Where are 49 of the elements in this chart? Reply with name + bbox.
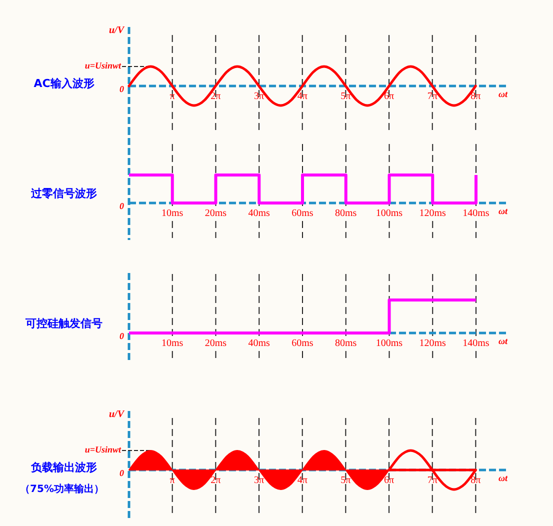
x-tick-label: 80ms bbox=[335, 208, 357, 219]
x-tick-label: 3π bbox=[254, 91, 264, 102]
x-tick-label: 7π bbox=[427, 91, 438, 102]
x-tick-label: 2π bbox=[210, 91, 221, 102]
text: 0 bbox=[120, 468, 124, 478]
x-axis-title: ωt bbox=[498, 89, 508, 99]
x-axis-title: ωt bbox=[498, 206, 508, 216]
x-tick-label: 8π bbox=[470, 475, 481, 486]
x-tick-label: π bbox=[170, 475, 175, 486]
x-tick-label: 140ms bbox=[462, 338, 490, 349]
x-tick-label: 140ms bbox=[462, 208, 490, 219]
annotation: u=Usinwt bbox=[84, 60, 122, 70]
x-tick-label: 100ms bbox=[376, 208, 403, 219]
x-tick-label: 20ms bbox=[204, 338, 227, 349]
x-tick-label: 10ms bbox=[162, 208, 184, 219]
x-tick-label: 60ms bbox=[292, 208, 314, 219]
annotation: u=Usinwt bbox=[84, 444, 122, 454]
x-tick-label: 60ms bbox=[292, 338, 314, 349]
x-tick-label: 40ms bbox=[248, 208, 270, 219]
x-tick-label: 20ms bbox=[204, 208, 227, 219]
x-tick-label: 6π bbox=[384, 91, 394, 102]
x-tick-label: 5π bbox=[340, 475, 351, 486]
text: 可控硅触发信号 bbox=[24, 317, 102, 330]
x-tick-label: 5π bbox=[340, 91, 351, 102]
x-tick-label: 4π bbox=[297, 475, 308, 486]
x-axis-title: ωt bbox=[498, 336, 508, 346]
x-tick-label: 40ms bbox=[248, 338, 270, 349]
x-tick-label: 10ms bbox=[162, 338, 184, 349]
x-tick-label: 3π bbox=[254, 475, 264, 486]
text: （75%功率输出） bbox=[20, 483, 104, 495]
x-tick-label: 2π bbox=[210, 475, 221, 486]
text: 0 bbox=[120, 84, 124, 94]
y-axis-title: u/V bbox=[108, 409, 126, 420]
text: 0 bbox=[120, 331, 124, 341]
x-tick-label: 120ms bbox=[419, 208, 446, 219]
x-tick-label: 8π bbox=[470, 91, 481, 102]
x-tick-label: 4π bbox=[297, 91, 308, 102]
y-axis-title: u/V bbox=[108, 25, 126, 36]
x-tick-label: 6π bbox=[384, 475, 394, 486]
x-tick-label: 120ms bbox=[419, 338, 446, 349]
text: 负载输出波形 bbox=[30, 461, 97, 474]
x-axis-title: ωt bbox=[498, 473, 508, 483]
text: 过零信号波形 bbox=[30, 187, 97, 200]
text: AC输入波形 bbox=[34, 77, 94, 90]
x-tick-label: 100ms bbox=[376, 338, 403, 349]
text: 0 bbox=[120, 201, 124, 211]
x-tick-label: π bbox=[170, 91, 175, 102]
x-tick-label: 7π bbox=[427, 475, 438, 486]
x-tick-label: 80ms bbox=[335, 338, 357, 349]
